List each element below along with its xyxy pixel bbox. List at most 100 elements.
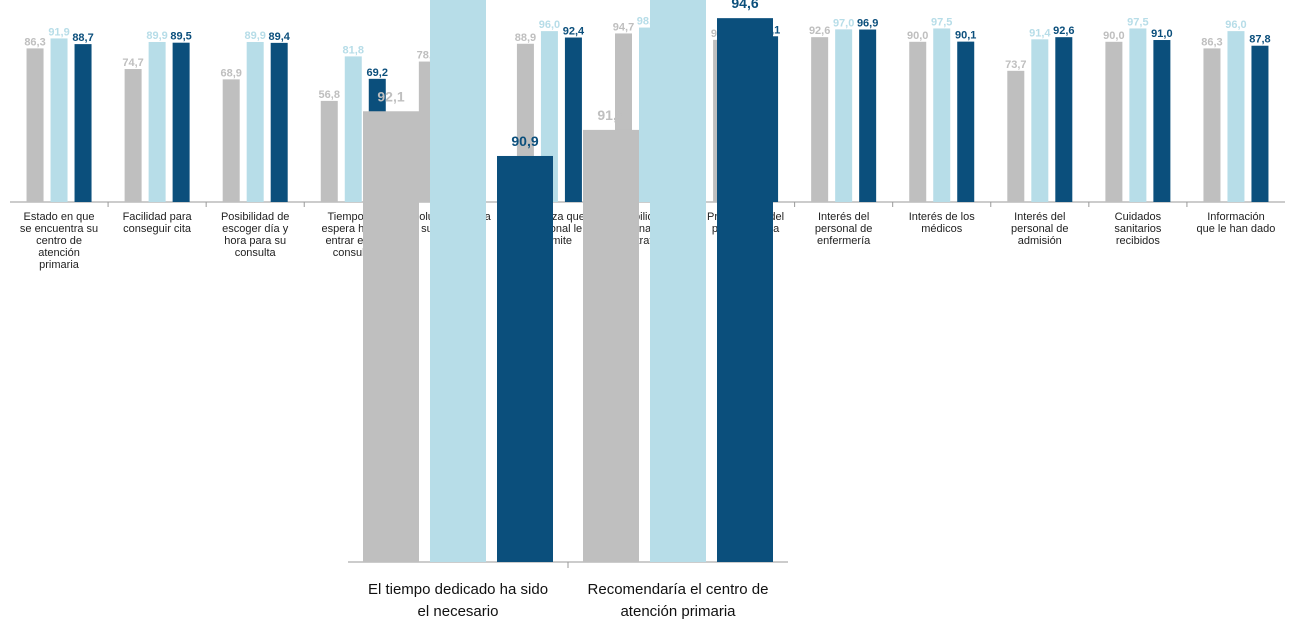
data-label: 98,0 <box>637 16 658 28</box>
category-label-line: entrar en la <box>325 235 382 247</box>
category-label-line: conseguir cita <box>123 223 192 235</box>
category-label-line: atención <box>38 247 80 259</box>
category-label: Solución dada a su problema <box>412 211 492 235</box>
bar-series-3 <box>270 42 288 203</box>
data-label: 89,5 <box>170 31 191 43</box>
data-label: 94,4 <box>735 22 757 34</box>
category-label-line: Facilidad para <box>123 211 193 223</box>
data-label: 91,1 <box>711 28 732 40</box>
data-label: 88,9 <box>515 32 536 44</box>
category-label: Facilidad para conseguir cita <box>123 211 193 235</box>
category-label-line: atención primaria <box>620 603 736 620</box>
category-label-line: Recomendaría el centro de <box>588 581 769 598</box>
data-label: 89,9 <box>146 30 167 42</box>
data-label: 90,9 <box>441 28 462 40</box>
category-label-line: centro de <box>36 235 82 247</box>
data-label: 56,8 <box>319 89 340 101</box>
bar-series-1 <box>713 39 731 203</box>
data-label: 92,4 <box>563 26 585 38</box>
category-label: Recomendaría el centro de atención primar… <box>588 581 769 620</box>
bar-series-2 <box>442 40 460 203</box>
data-label: 92,6 <box>809 25 830 37</box>
category-label-line: trato <box>636 235 658 247</box>
bar-series-2 <box>1031 39 1049 202</box>
data-label: 96,9 <box>857 18 878 30</box>
bar-series-2 <box>540 31 558 203</box>
category-label-line: personal en su <box>611 223 683 235</box>
data-label: 88,7 <box>72 32 93 44</box>
data-label: 68,9 <box>220 67 241 79</box>
category-label-line: primaria <box>39 259 80 271</box>
category-label-line: escoger día y <box>222 223 289 235</box>
category-label-line: realizar su <box>720 235 771 247</box>
bar-series-1 <box>615 33 632 203</box>
bar-series-3 <box>1153 40 1171 202</box>
data-label: 69,2 <box>367 67 388 79</box>
data-label: 91,0 <box>1151 28 1172 40</box>
category-label: Cuidados sanitarios recibidos <box>1114 211 1162 247</box>
category-label-line: personal de <box>815 223 873 235</box>
bar-series-1 <box>1203 48 1221 202</box>
category-label-line: Amabilidad del <box>611 211 683 223</box>
data-label: 90,0 <box>1103 30 1124 42</box>
bar-series-1 <box>320 100 338 202</box>
bar-series-1 <box>1007 70 1025 203</box>
category-label-line: admisión <box>1018 235 1062 247</box>
data-label: 86,3 <box>1201 36 1222 48</box>
bar-series-1 <box>811 37 829 203</box>
bar-series-2 <box>148 41 166 203</box>
category-label: Estado en que se encuentra su centro de ate… <box>20 211 98 271</box>
category-label-line: trabajo <box>729 247 763 259</box>
category-label: Interés del personal de enfermería <box>815 211 873 247</box>
data-label: 73,7 <box>1005 59 1026 71</box>
data-label: 78,9 <box>417 50 438 62</box>
data-label: 86,3 <box>24 36 45 48</box>
category-label-line: espera hasta <box>321 223 385 235</box>
data-label: 90,1 <box>955 30 976 42</box>
bar-series-2 <box>737 33 755 202</box>
bar-series-1 <box>1105 41 1123 202</box>
category-label-line: médicos <box>921 223 962 235</box>
category-label-line: personal de <box>1011 223 1069 235</box>
bar-series-1 <box>26 48 44 202</box>
bar-series-3 <box>368 78 386 202</box>
data-label: 90,0 <box>907 30 928 42</box>
bar-series-3 <box>1055 37 1073 203</box>
data-label: 87,8 <box>1249 34 1270 46</box>
category-label-line: sanitarios <box>1114 223 1162 235</box>
data-label: 94,7 <box>661 21 682 33</box>
bar-series-3 <box>564 37 582 202</box>
bar-series-1 <box>516 43 534 203</box>
data-label: 89,4 <box>268 31 290 43</box>
bar-series-3 <box>1251 45 1269 202</box>
data-label: 97,0 <box>833 17 854 29</box>
data-label: 89,9 <box>244 30 265 42</box>
category-label: El tiempo dedicado ha sido el necesario <box>368 581 548 620</box>
bar-series-2 <box>835 29 853 203</box>
bar-series-1 <box>418 61 436 202</box>
category-label: Información que le han dado <box>1197 211 1276 235</box>
data-label: 81,8 <box>343 44 364 56</box>
category-label: Posibilidad de escoger día y hora para su c… <box>221 211 290 259</box>
bar-series-2 <box>933 28 951 203</box>
bar-series-3 <box>172 42 190 202</box>
bar-series-2 <box>1227 31 1245 203</box>
bar-series-2 <box>344 56 362 203</box>
data-label: 92,6 <box>1053 25 1074 37</box>
category-label-line: hora para su <box>224 235 286 247</box>
data-label: 94,7 <box>613 21 634 33</box>
category-label-line: Interés del <box>818 211 869 223</box>
category-label: Preparación del personal para realizar su t… <box>707 211 784 259</box>
category-label-line: Interés de los <box>909 211 976 223</box>
category-label-line: consulta <box>333 247 375 259</box>
bar-series-3 <box>663 33 680 203</box>
category-label-line: se encuentra su <box>20 223 98 235</box>
data-label: 93,1 <box>759 24 780 36</box>
category-label: Confianza que el personal le transmite <box>514 211 585 247</box>
data-label: 96,0 <box>539 19 560 31</box>
category-label-line: Tiempo de <box>327 211 379 223</box>
data-label: 74,7 <box>122 57 143 69</box>
bar-series-3 <box>466 43 484 202</box>
category-label-line: el personal le <box>517 223 582 235</box>
